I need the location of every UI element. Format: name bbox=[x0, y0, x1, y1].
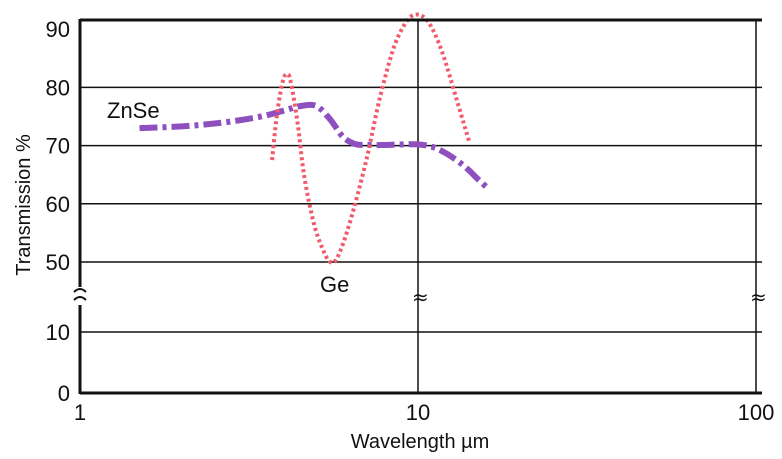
series-layer bbox=[139, 12, 490, 265]
series-label-znse: ZnSe bbox=[107, 98, 160, 123]
y-tick-label: 90 bbox=[46, 17, 70, 42]
x-axis-label: Wavelength µm bbox=[351, 431, 490, 453]
x-tick-label: 1 bbox=[74, 400, 86, 425]
y-tick-label: 80 bbox=[46, 75, 70, 100]
series-line-ge bbox=[270, 12, 472, 265]
x-tick-label: 10 bbox=[406, 400, 430, 425]
y-tick-label: 70 bbox=[46, 134, 70, 159]
y-tick-label: 50 bbox=[46, 250, 70, 275]
series-label-ge: Ge bbox=[320, 272, 349, 297]
axes: ≈ ≈ bbox=[60, 18, 767, 395]
series-labels: ZnSe Ge bbox=[107, 98, 349, 297]
x-tick-label: 100 bbox=[738, 400, 775, 425]
gridlines bbox=[80, 20, 762, 393]
series-line-znse bbox=[139, 101, 490, 190]
y-axis-label: Transmission % bbox=[13, 134, 35, 276]
y-tick-label: 60 bbox=[46, 192, 70, 217]
y-tick-label: 0 bbox=[58, 381, 70, 406]
axis-break-symbol: ≈ bbox=[412, 285, 429, 309]
axis-break-symbol: ≈ bbox=[750, 285, 767, 309]
y-tick-label: 10 bbox=[46, 320, 70, 345]
axis-break-symbol bbox=[73, 288, 87, 301]
tick-labels: 50 60 70 80 90 0 10 1 10 100 bbox=[46, 17, 775, 425]
